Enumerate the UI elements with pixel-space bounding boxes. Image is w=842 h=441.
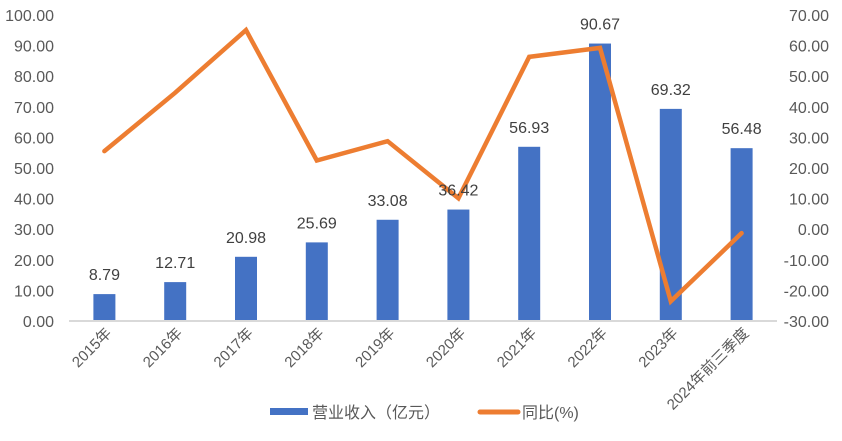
revenue-bar	[447, 209, 470, 321]
revenue-bar	[93, 294, 116, 321]
category-label: 2017年	[211, 325, 257, 371]
left-axis-tick: 100.00	[5, 8, 54, 25]
bar-value-label: 8.79	[89, 267, 120, 284]
revenue-bar	[235, 256, 257, 321]
bar-value-label: 56.93	[509, 120, 549, 137]
right-axis-tick: 60.00	[789, 39, 829, 56]
bar-value-label: 20.98	[226, 230, 266, 247]
revenue-bars	[93, 43, 753, 321]
category-label: 2016年	[140, 325, 186, 371]
bar-value-label: 90.67	[580, 17, 620, 34]
right-axis-tick: 30.00	[789, 130, 829, 147]
category-label: 2018年	[281, 325, 327, 371]
left-axis-tick: 90.00	[14, 39, 54, 56]
right-axis-tick: 0.00	[798, 222, 829, 239]
left-axis-tick: 60.00	[14, 130, 54, 147]
revenue-bar	[518, 146, 541, 321]
left-axis-tick: 50.00	[14, 161, 54, 178]
category-label: 2022年	[565, 325, 611, 371]
right-axis-tick: -30.00	[784, 314, 829, 331]
right-axis-tick: 10.00	[789, 192, 829, 209]
x-axis-category-labels: 2015年 2016年 2017年 2018年 2019年 2020年 2021年 2022年…	[69, 325, 752, 414]
bar-value-label: 69.32	[651, 82, 691, 99]
bar-value-label: 36.42	[438, 183, 478, 200]
revenue-bar	[589, 43, 611, 321]
category-label: 2021年	[494, 325, 540, 371]
right-axis-tick: -10.00	[784, 253, 829, 270]
category-label: 2023年	[635, 325, 681, 371]
category-label: 2020年	[423, 325, 469, 371]
left-y-axis: 0.00 10.00 20.00 30.00 40.00 50.00 60.00 70.00 8…	[5, 8, 54, 331]
yoy-line-path	[102, 26, 744, 306]
left-axis-tick: 0.00	[23, 314, 54, 331]
bar-value-label: 25.69	[297, 215, 337, 232]
right-axis-tick: 20.00	[789, 161, 829, 178]
left-axis-tick: 30.00	[14, 222, 54, 239]
right-axis-tick: 70.00	[789, 8, 829, 25]
yoy-growth-line	[102, 26, 744, 306]
revenue-bar	[659, 108, 682, 321]
bar-value-label: 12.71	[155, 255, 195, 272]
bar-value-label: 56.48	[722, 121, 762, 138]
category-label: 2015年	[69, 325, 115, 371]
legend-label-yoy: 同比(%)	[522, 404, 579, 422]
left-axis-tick: 70.00	[14, 100, 54, 117]
chart-legend: 营业收入（亿元） 同比(%)	[270, 404, 579, 422]
right-axis-tick: 40.00	[789, 100, 829, 117]
left-axis-tick: 40.00	[14, 192, 54, 209]
legend-label-revenue: 营业收入（亿元）	[312, 404, 440, 422]
right-axis-tick: -20.00	[784, 283, 829, 300]
legend-swatch-revenue	[270, 408, 308, 415]
right-y-axis: -30.00 -20.00 -10.00 0.00 10.00 20.00 30.00 40.…	[784, 8, 829, 331]
right-axis-tick: 50.00	[789, 69, 829, 86]
revenue-bar	[376, 219, 399, 321]
bar-value-label: 33.08	[368, 193, 408, 210]
left-axis-tick: 10.00	[14, 283, 54, 300]
left-axis-tick: 20.00	[14, 253, 54, 270]
bar-data-labels: 8.79 12.71 20.98 25.69 33.08 36.42 56.93 90.67 6…	[89, 17, 762, 285]
revenue-bar	[305, 242, 328, 321]
category-label: 2019年	[352, 325, 398, 371]
left-axis-tick: 80.00	[14, 69, 54, 86]
revenue-bar	[164, 282, 187, 321]
